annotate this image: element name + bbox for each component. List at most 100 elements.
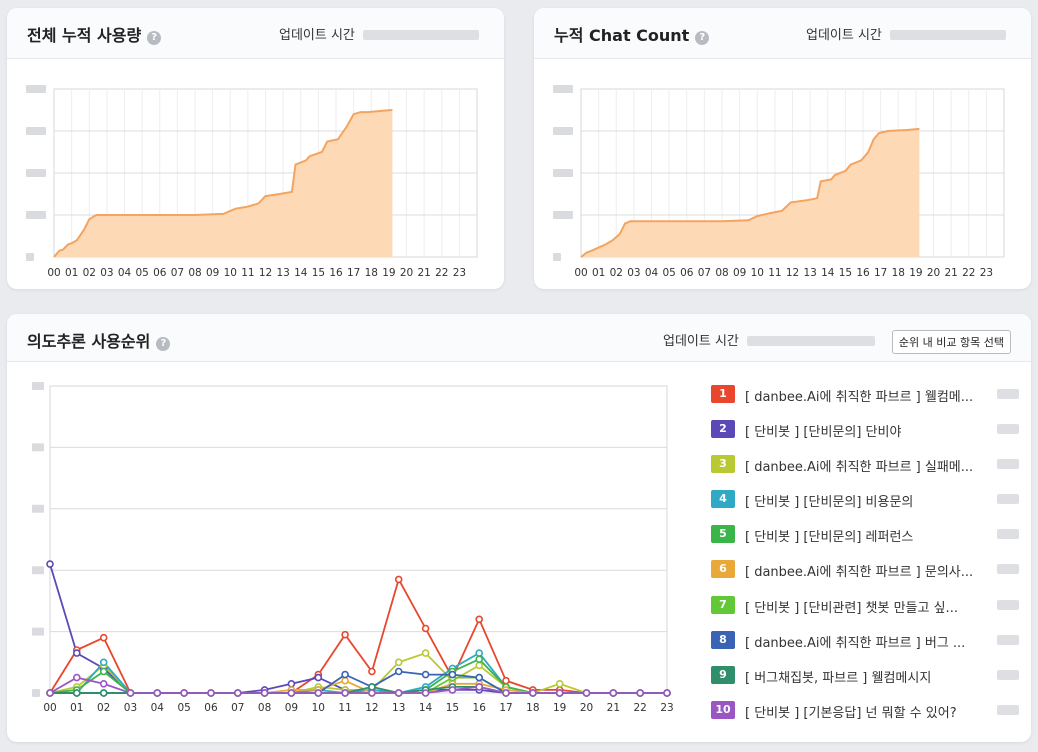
legend-item[interactable]: 9 [ 버그채집봇, 파브르 ] 웰컴메시지: [703, 663, 1023, 698]
data-point[interactable]: [663, 689, 671, 697]
data-point[interactable]: [99, 679, 108, 688]
legend-item[interactable]: 1 [ danbee.Ai에 취직한 파브르 ] 웰컴메...: [703, 382, 1023, 417]
legend-item[interactable]: 7 [ 단비봇 ] [단비관련] 챗봇 만들고 싶...: [703, 593, 1023, 628]
data-point[interactable]: [368, 683, 376, 691]
data-point[interactable]: [582, 689, 591, 697]
data-point[interactable]: [421, 624, 430, 633]
data-point[interactable]: [394, 689, 403, 697]
data-point[interactable]: [475, 615, 484, 624]
x-tick-label: 18: [526, 702, 539, 714]
data-point[interactable]: [394, 667, 403, 676]
data-point[interactable]: [394, 658, 403, 667]
chat-count-card: 누적 Chat Count? 업데이트 시간 00 01 02 03 04 05 06 07 0…: [534, 8, 1031, 289]
data-point[interactable]: [73, 673, 81, 682]
data-point[interactable]: [260, 689, 269, 697]
data-point[interactable]: [341, 689, 349, 697]
data-point[interactable]: [448, 686, 457, 694]
update-time-value: [746, 336, 875, 346]
data-point[interactable]: [609, 689, 618, 697]
data-point[interactable]: [475, 673, 484, 682]
data-point[interactable]: [73, 649, 81, 657]
plot-frame: [49, 385, 668, 694]
data-point[interactable]: [126, 689, 135, 697]
data-point[interactable]: [636, 689, 645, 697]
data-point[interactable]: [99, 658, 108, 667]
data-point[interactable]: [180, 689, 188, 697]
help-icon[interactable]: ?: [695, 31, 710, 45]
data-point[interactable]: [99, 667, 108, 676]
data-point[interactable]: [502, 689, 510, 697]
x-tick-label: 10: [224, 267, 237, 279]
area-line: [53, 109, 393, 258]
legend-item[interactable]: 4 [ 단비봇 ] [단비문의] 비용문의: [703, 487, 1023, 522]
help-icon[interactable]: ?: [156, 337, 171, 351]
legend-item[interactable]: 6 [ danbee.Ai에 취직한 파브르 ] 문의사...: [703, 557, 1023, 592]
x-tick-label: 02: [97, 702, 110, 714]
data-point[interactable]: [341, 670, 349, 679]
update-time: 업데이트 시간: [279, 24, 479, 43]
x-tick-label: 00: [47, 267, 60, 279]
legend-item[interactable]: 8 [ danbee.Ai에 취직한 파브르 ] 버그 ...: [703, 628, 1023, 663]
data-point[interactable]: [448, 670, 457, 679]
x-tick-label: 08: [258, 702, 271, 714]
x-tick-label: 05: [135, 267, 148, 279]
data-point[interactable]: [73, 689, 81, 697]
data-point[interactable]: [99, 633, 108, 642]
legend-item[interactable]: 2 [ 단비봇 ] [단비문의] 단비야: [703, 417, 1023, 452]
x-tick-label: 13: [803, 267, 816, 279]
data-point[interactable]: [314, 689, 323, 697]
data-point[interactable]: [475, 683, 484, 691]
data-point[interactable]: [287, 679, 296, 688]
data-point[interactable]: [341, 630, 349, 639]
data-point[interactable]: [314, 673, 323, 682]
y-tick-label: [26, 253, 34, 261]
y-tick-label: [26, 85, 46, 93]
data-point[interactable]: [46, 560, 54, 568]
legend-value: [997, 424, 1019, 435]
x-tick-label: 15: [839, 267, 852, 279]
rank-badge: 7: [711, 595, 735, 614]
data-point[interactable]: [421, 670, 430, 679]
data-point[interactable]: [555, 689, 564, 697]
x-tick-label: 13: [392, 702, 405, 714]
data-point[interactable]: [153, 689, 162, 697]
data-point[interactable]: [46, 689, 54, 697]
data-point[interactable]: [475, 661, 484, 670]
legend-item[interactable]: 5 [ 단비봇 ] [단비문의] 레퍼런스: [703, 522, 1023, 557]
legend-value: [997, 634, 1019, 645]
data-point[interactable]: [368, 667, 376, 676]
update-time-label: 업데이트 시간: [279, 28, 355, 43]
card-header: 누적 Chat Count? 업데이트 시간: [534, 8, 1031, 59]
data-point[interactable]: [529, 689, 537, 697]
x-tick-label: 06: [153, 267, 167, 279]
data-point[interactable]: [421, 649, 430, 657]
compare-items-button[interactable]: 순위 내 비교 항목 선택: [891, 330, 1011, 354]
data-point[interactable]: [502, 676, 510, 685]
data-point[interactable]: [287, 689, 296, 697]
data-point[interactable]: [475, 655, 484, 664]
legend-item[interactable]: 10 [ 단비봇 ] [기본응답] 넌 뭐할 수 있어?: [703, 698, 1023, 733]
legend-value: [997, 459, 1019, 470]
data-point[interactable]: [207, 689, 215, 697]
x-tick-label: 11: [768, 267, 781, 279]
update-time: 업데이트 시간: [663, 330, 875, 349]
data-point[interactable]: [475, 649, 484, 657]
x-tick-label: 16: [856, 267, 870, 279]
card-title: 누적 Chat Count?: [554, 22, 710, 46]
data-point[interactable]: [341, 676, 349, 685]
data-point[interactable]: [234, 689, 242, 697]
x-tick-label: 20: [580, 702, 593, 714]
x-tick-label: 13: [276, 267, 289, 279]
y-tick-label: [26, 169, 46, 177]
data-point[interactable]: [555, 679, 564, 688]
data-point[interactable]: [99, 689, 108, 697]
data-point[interactable]: [368, 689, 376, 697]
legend-item[interactable]: 3 [ danbee.Ai에 취직한 파브르 ] 실패메...: [703, 452, 1023, 487]
data-point[interactable]: [421, 689, 430, 697]
legend-label: [ 버그채집봇, 파브르 ] 웰컴메시지: [745, 670, 932, 686]
x-tick-label: 07: [698, 267, 711, 279]
data-point[interactable]: [394, 575, 403, 584]
x-tick-label: 18: [892, 267, 905, 279]
card-header: 의도추론 사용순위? 업데이트 시간 순위 내 비교 항목 선택: [7, 314, 1031, 362]
help-icon[interactable]: ?: [147, 31, 162, 45]
